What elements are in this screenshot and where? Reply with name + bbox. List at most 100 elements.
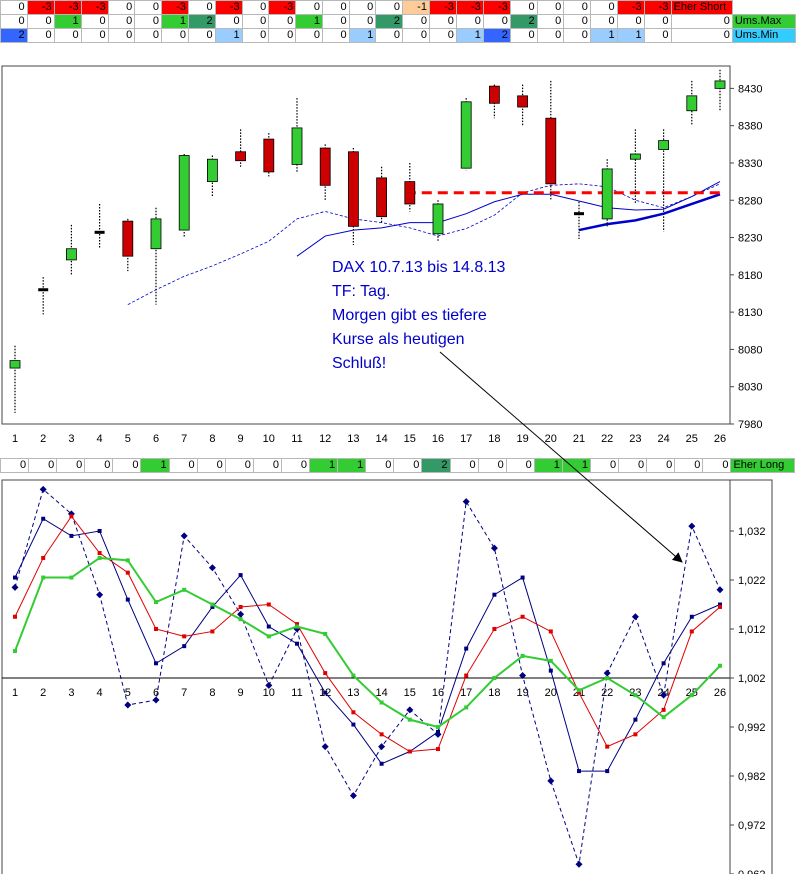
signal-cell: 1 — [455, 28, 484, 43]
signal-cell: 1 — [295, 14, 323, 29]
x-tick-label: 11 — [291, 433, 302, 445]
signal-cell: 2 — [375, 14, 403, 29]
signal-cell: 0 — [348, 14, 377, 29]
data-point — [577, 690, 581, 695]
x-tick-label: 25 — [686, 687, 698, 699]
x-tick-label: 4 — [97, 687, 103, 699]
x-tick-label: 6 — [153, 433, 159, 445]
candle-body — [263, 138, 275, 173]
signal-cell: 0 — [112, 458, 142, 473]
signal-row: 0 -3 -3 -3 0 0 -3 0 -3 0 -3 0 0 0 0 -1 -3 -3 -3 0 0 0 0 -3 -3 Ehe… — [0, 0, 796, 15]
data-point — [125, 558, 130, 563]
signal-cell: -3 — [482, 0, 511, 15]
data-point — [688, 522, 696, 530]
data-point — [631, 613, 639, 621]
candle-body — [347, 151, 359, 227]
x-tick-label: 23 — [629, 433, 641, 445]
data-point — [492, 592, 497, 597]
signal-cell: 1 — [589, 28, 618, 43]
data-point — [41, 516, 46, 521]
signal-cell: -3 — [455, 0, 484, 15]
signal-cell: 0 — [455, 14, 484, 29]
data-point — [124, 701, 132, 709]
signal-cell: 1 — [53, 14, 82, 29]
data-point — [378, 743, 386, 751]
signal-cell: 0 — [670, 28, 733, 43]
signal-cell: 0 — [643, 14, 672, 29]
data-point — [689, 693, 694, 698]
data-point — [605, 769, 610, 774]
candle-body — [94, 230, 105, 234]
x-tick-label: 9 — [238, 687, 244, 699]
data-point — [519, 672, 527, 680]
x-tick-label: 22 — [601, 687, 613, 699]
signal-cell: 0 — [646, 458, 676, 473]
x-tick-label: 23 — [629, 687, 641, 699]
signal-cell: 0 — [295, 28, 323, 43]
signal-cell: 0 — [0, 14, 28, 29]
x-tick-label: 25 — [686, 433, 698, 445]
signal-cell: -3 — [26, 0, 55, 15]
data-point — [295, 624, 299, 629]
signal-cell: 2 — [187, 14, 216, 29]
signal-cell: 0 — [509, 28, 538, 43]
x-tick-label: 8 — [209, 433, 215, 445]
candle-body — [630, 153, 641, 160]
signal-cell: 1 — [561, 458, 591, 473]
data-point — [97, 551, 102, 556]
signal-cell: 0 — [428, 14, 457, 29]
data-point — [238, 573, 243, 578]
signal-cell: 0 — [482, 14, 511, 29]
data-point — [716, 586, 724, 594]
x-tick-label: 5 — [125, 433, 131, 445]
signal-row-label: Eher Long — [730, 458, 796, 473]
signal-cell: 0 — [563, 0, 591, 15]
signal-cell: 0 — [80, 14, 109, 29]
y-tick-label: 8230 — [738, 233, 762, 245]
signal-cell: 0 — [107, 0, 136, 15]
y-tick-label: 0,982 — [738, 771, 766, 783]
signal-cell: -3 — [268, 0, 297, 15]
signal-cell: -3 — [80, 0, 109, 15]
y-tick-label: 8080 — [738, 344, 762, 356]
data-point — [718, 604, 722, 609]
data-point — [13, 649, 17, 654]
candle-body — [206, 158, 218, 183]
data-point — [520, 653, 525, 658]
signal-cell: 1 — [348, 28, 377, 43]
signal-cell: 0 — [563, 28, 591, 43]
x-tick-label: 10 — [263, 687, 275, 699]
x-tick-label: 14 — [375, 687, 387, 699]
candle-body — [376, 177, 388, 218]
data-point — [407, 749, 412, 754]
data-point — [351, 722, 356, 727]
data-point — [689, 614, 694, 619]
data-point — [547, 777, 555, 785]
data-point — [436, 729, 440, 734]
x-tick-label: 2 — [40, 687, 46, 699]
data-point — [182, 634, 187, 639]
signal-cell: -3 — [428, 0, 457, 15]
x-tick-label: 13 — [347, 433, 359, 445]
signal-cell: 0 — [53, 28, 82, 43]
data-point — [661, 715, 666, 720]
x-tick-label: 21 — [573, 433, 585, 445]
signal-cell: 2 — [482, 28, 511, 43]
candle-body — [574, 212, 584, 216]
candle-body — [38, 288, 49, 292]
data-point — [661, 661, 666, 666]
candle-body — [404, 181, 416, 205]
data-point — [323, 631, 328, 636]
series-line — [14, 518, 721, 772]
signal-cell: 1 — [140, 458, 170, 473]
data-point — [154, 627, 158, 631]
moving-average-line — [296, 181, 721, 257]
candle-body — [488, 85, 500, 104]
y-tick-label: 8330 — [738, 158, 762, 170]
signal-row: 2 0 0 0 0 0 0 0 1 0 0 0 0 1 0 0 0 1 2 0 0 0 1 1 0 0 Ums.Min — [0, 28, 796, 43]
signal-cell: 0 — [241, 28, 270, 43]
signal-cell: -3 — [643, 0, 672, 15]
y-tick-label: 1,022 — [738, 575, 766, 587]
x-tick-label: 12 — [319, 433, 331, 445]
signal-cell: 0 — [509, 0, 538, 15]
